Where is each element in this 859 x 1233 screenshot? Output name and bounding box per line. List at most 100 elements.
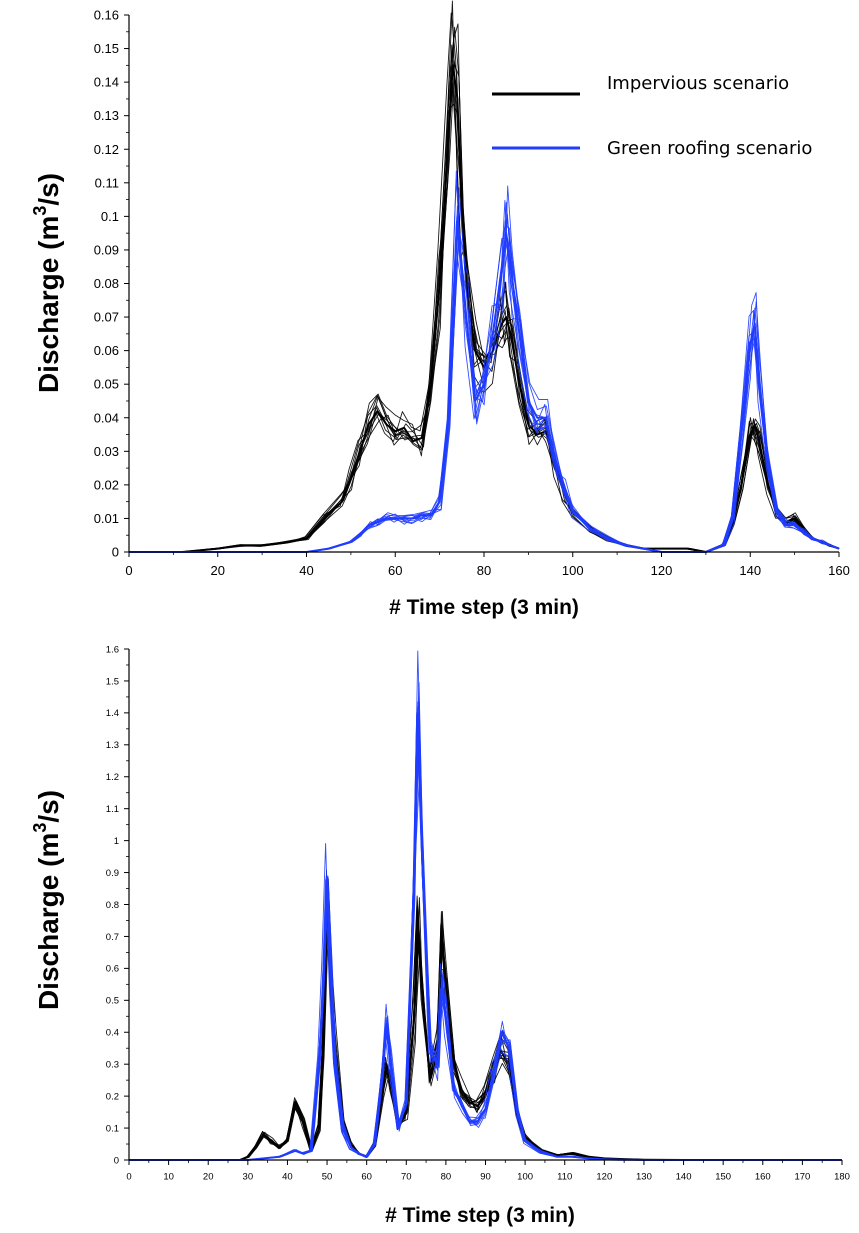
bottom-x-tick-label: 100	[517, 1172, 533, 1183]
top-y-tick-label: 0.02	[94, 477, 119, 492]
top-y-axis-title-main: Discharge (m	[33, 216, 64, 393]
top-series-impervious-line	[129, 23, 840, 553]
bottom-y-tick-label: 0.5	[106, 996, 119, 1007]
top-series-impervious-line	[129, 44, 840, 553]
bottom-y-tick-label: 0.6	[106, 964, 119, 975]
top-x-tick-label: 80	[477, 563, 491, 578]
bottom-y-tick-label: 1	[114, 836, 119, 847]
bottom-x-tick-label: 140	[676, 1172, 692, 1183]
bottom-y-tick-label: 0	[114, 1155, 119, 1166]
bottom-series-impervious-line	[129, 897, 842, 1161]
top-y-tick-label: 0.05	[94, 377, 119, 392]
bottom-x-tick-label: 120	[596, 1172, 612, 1183]
top-x-tick-label: 120	[651, 563, 673, 578]
top-x-tick-label: 160	[828, 563, 850, 578]
bottom-y-tick-label: 1.3	[106, 740, 119, 751]
top-x-axis-title: # Time step (3 min)	[389, 596, 579, 619]
top-series-green-roofing-main-line	[129, 215, 840, 553]
top-y-axis-title-sup: 3	[30, 206, 50, 216]
bottom-x-tick-label: 180	[834, 1172, 850, 1183]
bottom-x-tick-label: 160	[755, 1172, 771, 1183]
bottom-x-tick-label: 90	[480, 1172, 491, 1183]
top-y-tick-label: 0.07	[94, 310, 119, 325]
top-y-tick-label: 0.16	[94, 8, 119, 23]
bottom-y-axis-title-sup: 3	[30, 823, 50, 833]
bottom-y-axis-title-end: /s)	[33, 790, 64, 823]
bottom-series-green-roofing-main-line	[129, 711, 842, 1161]
bottom-series-impervious-line	[129, 912, 842, 1161]
bottom-chart: 0 0.1 0.2 0.3 0.4 0.5 0.6 0.7 0.8 0.9 1 1.1 1.2 1.3 1.…	[30, 644, 850, 1227]
top-y-tick-label: 0.08	[94, 276, 119, 291]
bottom-series-impervious-line	[129, 905, 842, 1161]
top-x-tick-label: 140	[739, 563, 761, 578]
top-y-tick-label: 0	[112, 545, 119, 560]
bottom-series-impervious-line	[129, 901, 842, 1161]
top-series-impervious-line	[129, 82, 840, 553]
top-y-tick-label: 0.09	[94, 242, 119, 257]
bottom-y-tick-label: 0.8	[106, 900, 119, 911]
top-y-tick-label: 0.06	[94, 343, 119, 358]
bottom-x-tick-label: 50	[322, 1172, 333, 1183]
top-y-tick-label: 0.01	[94, 511, 119, 526]
bottom-y-tick-label: 1.4	[106, 708, 119, 719]
bottom-series-impervious-main-line	[129, 897, 842, 1161]
top-y-tick-label: 0.1	[101, 209, 119, 224]
top-series-impervious-line	[129, 12, 840, 553]
bottom-y-tick-label: 1.1	[106, 804, 119, 815]
bottom-x-tick-label: 130	[636, 1172, 652, 1183]
bottom-y-tick-label: 0.2	[106, 1091, 119, 1102]
top-y-axis-title-end: /s)	[33, 173, 64, 206]
top-x-tick-label: 20	[211, 563, 225, 578]
bottom-y-axis-title: Discharge (m3/s)	[30, 790, 64, 1010]
bottom-x-tick-label: 70	[401, 1172, 412, 1183]
bottom-series-impervious-line	[129, 924, 842, 1161]
bottom-x-tick-label: 80	[441, 1172, 452, 1183]
top-y-tick-label: 0.03	[94, 444, 119, 459]
top-x-tick-label: 100	[562, 563, 584, 578]
bottom-x-tick-label: 10	[163, 1172, 174, 1183]
bottom-y-tick-label: 1.5	[106, 676, 119, 687]
bottom-y-tick-label: 0.3	[106, 1060, 119, 1071]
bottom-y-tick-label: 0.7	[106, 932, 119, 943]
top-y-tick-label: 0.15	[94, 41, 119, 56]
top-y-tick-label: 0.11	[95, 175, 119, 190]
bottom-series-impervious-line	[129, 878, 842, 1161]
top-x-tick-label: 60	[388, 563, 402, 578]
legend: Impervious scenario Green roofing scenar…	[492, 73, 812, 159]
bottom-series-lines	[129, 650, 842, 1161]
bottom-x-axis-title: # Time step (3 min)	[385, 1204, 575, 1227]
top-series-impervious-main-line	[129, 64, 840, 553]
top-series-impervious-line	[129, 103, 840, 553]
bottom-y-tick-label: 0.1	[106, 1123, 119, 1134]
bottom-x-tick-label: 150	[715, 1172, 731, 1183]
top-x-tick-label: 0	[125, 563, 132, 578]
bottom-y-axis-title-main: Discharge (m	[33, 833, 64, 1010]
bottom-x-tick-label: 60	[361, 1172, 372, 1183]
top-y-tick-label: 0.13	[94, 108, 119, 123]
bottom-y-tick-label: 0.4	[106, 1028, 119, 1039]
top-series-lines	[129, 0, 840, 553]
top-y-tick-label: 0.04	[94, 410, 119, 425]
top-y-tick-label: 0.12	[94, 142, 119, 157]
bottom-y-tick-label: 1.6	[106, 644, 119, 655]
bottom-x-tick-label: 0	[126, 1172, 131, 1183]
top-chart: 0 0.01 0.02 0.03 0.04 0.05 0.06 0.07 0.08 0.09 0.1…	[30, 0, 850, 619]
bottom-x-tick-label: 40	[282, 1172, 293, 1183]
bottom-series-impervious-line	[129, 895, 842, 1161]
legend-label-impervious: Impervious scenario	[607, 73, 789, 94]
bottom-x-tick-label: 110	[557, 1172, 572, 1183]
bottom-x-tick-label: 30	[243, 1172, 254, 1183]
bottom-series-impervious-line	[129, 911, 842, 1161]
top-y-tick-label: 0.14	[94, 75, 119, 90]
bottom-y-tick-label: 1.2	[106, 772, 119, 783]
top-series-impervious-line	[129, 78, 840, 553]
top-series-impervious-line	[129, 49, 840, 553]
top-x-tick-label: 40	[299, 563, 313, 578]
bottom-y-tick-label: 0.9	[106, 868, 119, 879]
legend-label-green: Green roofing scenario	[607, 138, 812, 159]
bottom-axis-ticks: 0 0.1 0.2 0.3 0.4 0.5 0.6 0.7 0.8 0.9 1 1.1 1.2 1.3 1.…	[106, 644, 850, 1182]
top-axis-ticks: 0 0.01 0.02 0.03 0.04 0.05 0.06 0.07 0.08 0.09 0.1…	[94, 8, 850, 578]
top-y-axis-title: Discharge (m3/s)	[30, 173, 64, 393]
bottom-x-tick-label: 20	[203, 1172, 214, 1183]
